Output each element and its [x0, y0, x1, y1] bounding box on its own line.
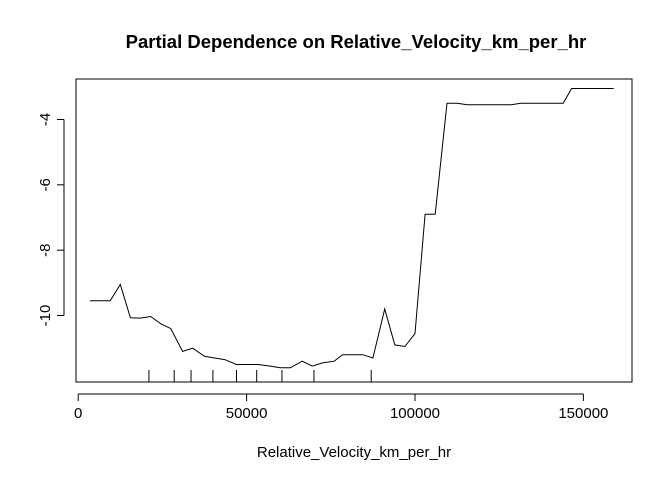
x-tick-label: 150000	[558, 405, 608, 422]
x-tick-label: 50000	[226, 405, 268, 422]
series-line	[90, 88, 614, 369]
y-tick-label: -8	[37, 243, 54, 256]
x-axis: 0 50000 100000 150000	[74, 393, 608, 422]
y-tick-label: -4	[37, 113, 54, 126]
chart-title: Partial Dependence on Relative_Velocity_…	[126, 31, 587, 52]
y-tick-label: -6	[37, 178, 54, 191]
rug-marks	[148, 370, 372, 382]
plot-frame	[75, 78, 633, 383]
x-tick-label: 100000	[390, 405, 440, 422]
y-tick-label: -10	[37, 305, 54, 327]
y-axis: -10 -8 -6 -4	[37, 113, 65, 327]
x-axis-label: Relative_Velocity_km_per_hr	[257, 444, 451, 461]
series-group	[90, 88, 614, 369]
x-tick-label: 0	[74, 405, 82, 422]
